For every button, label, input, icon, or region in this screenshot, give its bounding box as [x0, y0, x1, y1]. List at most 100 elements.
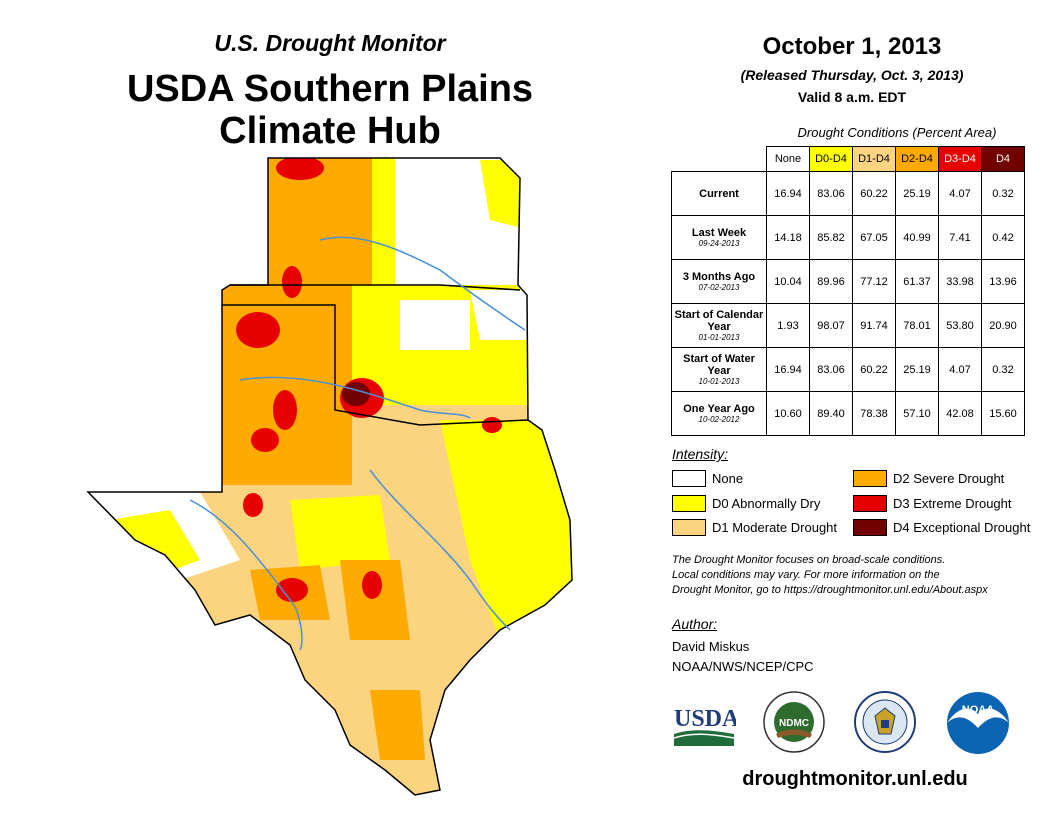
table-cell: 89.40 [809, 391, 853, 436]
legend-label: None [712, 471, 744, 486]
drought-fill [88, 158, 572, 795]
row-label-text: Last Week [691, 226, 747, 239]
disclaimer-note: The Drought Monitor focuses on broad-sca… [672, 553, 1052, 598]
note-line: Local conditions may vary. For more info… [672, 569, 940, 581]
legend-label: D1 Moderate Drought [712, 520, 838, 535]
region-outline [86, 157, 573, 796]
table-cell: 10.04 [766, 259, 810, 304]
note-line: The Drought Monitor focuses on broad-sca… [672, 554, 946, 566]
noaa-logo-text: NOAA [962, 704, 994, 716]
map-title: USDA Southern Plains Climate Hub [0, 68, 660, 152]
row-label-text: Start of Calendar Year [674, 308, 764, 333]
table-cell: 4.07 [938, 171, 982, 216]
row-label-text: Current [699, 187, 739, 200]
table-cell: 25.19 [895, 171, 939, 216]
col-d4: D4 [981, 146, 1025, 172]
table-cell: 0.42 [981, 215, 1025, 260]
usda-logo-text: USDA [674, 706, 736, 732]
table-row: Start of Calendar Year 01-01-2013 1.93 98… [671, 303, 1025, 348]
row-date: 09-24-2013 [698, 238, 740, 248]
table-row: One Year Ago 10-02-2012 10.60 89.40 78.38… [671, 391, 1025, 436]
table-row: 3 Months Ago 07-02-2013 10.04 89.96 77.12… [671, 259, 1025, 304]
author-name: David Miskus [672, 639, 750, 654]
ndmc-logo: NDMC [763, 691, 825, 753]
table-cell: 40.99 [895, 215, 939, 260]
table-cell: 83.06 [809, 171, 853, 216]
row-date: 01-01-2013 [698, 332, 740, 342]
table-cell: 16.94 [766, 171, 810, 216]
commerce-seal-logo [854, 691, 916, 753]
legend-label: D3 Extreme Drought [893, 496, 1012, 511]
col-d2-d4: D2-D4 [895, 146, 939, 172]
table-cell: 89.96 [809, 259, 853, 304]
table-cell: 42.08 [938, 391, 982, 436]
row-date: 10-01-2013 [698, 376, 740, 386]
row-label-text: 3 Months Ago [682, 270, 756, 283]
legend-swatch [853, 470, 887, 487]
state-border-ok-tx [222, 304, 529, 426]
col-d0-d4: D0-D4 [809, 146, 853, 172]
row-label: 3 Months Ago 07-02-2013 [671, 259, 767, 304]
stats-header-row: None D0-D4 D1-D4 D2-D4 D3-D4 D4 [672, 146, 1025, 172]
legend-swatch [672, 470, 706, 487]
row-label-text: Start of Water Year [683, 352, 755, 377]
stats-caption: Drought Conditions (Percent Area) [797, 125, 997, 140]
legend-item-none: None [672, 470, 743, 487]
table-cell: 4.07 [938, 347, 982, 392]
table-cell: 77.12 [852, 259, 896, 304]
table-cell: 14.18 [766, 215, 810, 260]
legend-item-d4: D4 Exceptional Drought [853, 519, 1030, 536]
table-cell: 10.60 [766, 391, 810, 436]
col-d1-d4: D1-D4 [852, 146, 896, 172]
table-cell: 60.22 [852, 347, 896, 392]
legend-label: D2 Severe Drought [893, 471, 1005, 486]
table-cell: 53.80 [938, 303, 982, 348]
table-cell: 78.38 [852, 391, 896, 436]
row-label: One Year Ago 10-02-2012 [671, 391, 767, 436]
table-cell: 60.22 [852, 171, 896, 216]
state-border-ks-ok [230, 284, 521, 291]
legend-item-d1: D1 Moderate Drought [672, 519, 837, 536]
table-cell: 78.01 [895, 303, 939, 348]
row-label: Current [671, 171, 767, 216]
table-cell: 25.19 [895, 347, 939, 392]
footer-url[interactable]: droughtmonitor.unl.edu [742, 768, 968, 790]
drought-map [86, 157, 573, 796]
table-cell: 0.32 [981, 171, 1025, 216]
table-row: Current 16.94 83.06 60.22 25.19 4.07 0.3… [671, 171, 1025, 216]
map-title-line1: USDA Southern Plains [126, 68, 534, 110]
valid-time: Valid 8 a.m. EDT [797, 89, 907, 105]
table-cell: 33.98 [938, 259, 982, 304]
table-cell: 16.94 [766, 347, 810, 392]
drought-stats-table: None D0-D4 D1-D4 D2-D4 D3-D4 D4 Current … [671, 146, 1025, 436]
table-cell: 85.82 [809, 215, 853, 260]
table-cell: 1.93 [766, 303, 810, 348]
row-label-text: One Year Ago [683, 402, 755, 415]
row-label: Start of Calendar Year 01-01-2013 [671, 303, 767, 348]
ndmc-logo-text: NDMC [779, 718, 809, 729]
table-cell: 91.74 [852, 303, 896, 348]
table-cell: 13.96 [981, 259, 1025, 304]
legend-item-d2: D2 Severe Drought [853, 470, 1004, 487]
table-cell: 15.60 [981, 391, 1025, 436]
release-date: (Released Thursday, Oct. 3, 2013) [740, 67, 964, 83]
stats-corner [672, 147, 767, 172]
map-title-line2: Climate Hub [219, 110, 441, 152]
river-brazos [369, 469, 511, 631]
legend-swatch [672, 495, 706, 512]
legend-swatch [853, 495, 887, 512]
note-line: Drought Monitor, go to https://droughtmo… [672, 584, 988, 596]
map-subtitle: U.S. Drought Monitor [214, 30, 446, 56]
table-cell: 61.37 [895, 259, 939, 304]
legend-item-d0: D0 Abnormally Dry [672, 495, 820, 512]
author-label: Author: [672, 616, 718, 632]
legend-swatch [672, 519, 706, 536]
author-block: David Miskus NOAA/NWS/NCEP/CPC [672, 637, 814, 677]
col-none: None [766, 146, 810, 172]
row-label: Start of Water Year 10-01-2013 [671, 347, 767, 392]
row-date: 10-02-2012 [698, 414, 740, 424]
table-cell: 83.06 [809, 347, 853, 392]
legend-item-d3: D3 Extreme Drought [853, 495, 1012, 512]
table-cell: 98.07 [809, 303, 853, 348]
legend-label: D0 Abnormally Dry [712, 496, 821, 511]
